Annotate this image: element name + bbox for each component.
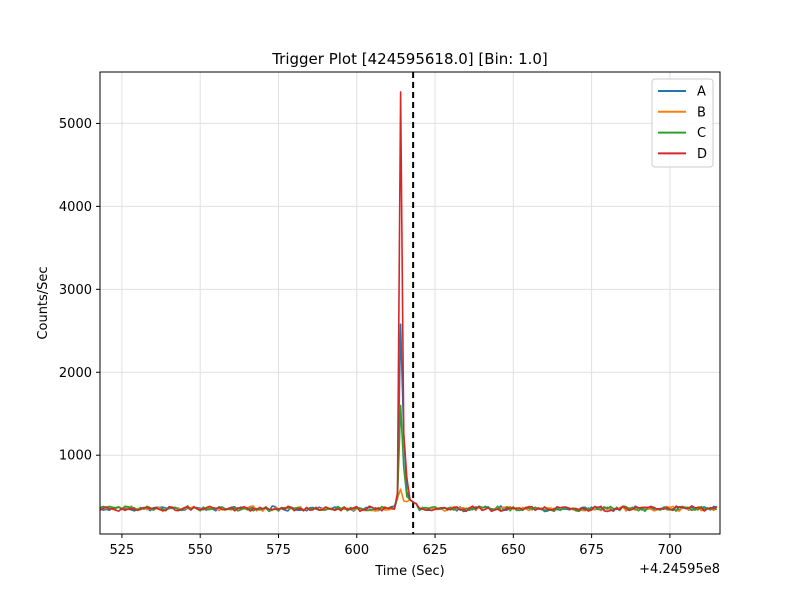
x-tick-label: 650 [501, 543, 526, 558]
series-line-d [99, 91, 718, 513]
x-axis-ticks: 525 550 575 600 625 650 675 700 [110, 534, 682, 558]
x-tick-label: 550 [188, 543, 213, 558]
x-axis-offset-label: +4.24595e8 [639, 562, 720, 577]
y-tick-label: 3000 [59, 283, 92, 298]
y-tick-label: 5000 [59, 117, 92, 132]
x-axis-label: Time (Sec) [374, 564, 445, 579]
legend-label-a: A [697, 85, 706, 100]
legend-label-b: B [697, 105, 706, 120]
legend-label-d: D [697, 147, 707, 162]
x-tick-label: 575 [266, 543, 291, 558]
y-tick-label: 4000 [59, 200, 92, 215]
x-tick-label: 600 [344, 543, 369, 558]
x-tick-label: 625 [423, 543, 448, 558]
y-tick-label: 1000 [59, 449, 92, 464]
x-tick-label: 700 [657, 543, 682, 558]
y-axis-label: Counts/Sec [36, 266, 51, 339]
legend-label-c: C [697, 126, 706, 141]
y-axis-ticks: 1000 2000 3000 4000 5000 [59, 117, 100, 464]
x-tick-label: 675 [579, 543, 604, 558]
y-tick-label: 2000 [59, 366, 92, 381]
series-line-c [99, 404, 718, 513]
series-group [99, 91, 718, 513]
chart-title: Trigger Plot [424595618.0] [Bin: 1.0] [271, 50, 548, 68]
x-tick-label: 525 [110, 543, 135, 558]
legend-box [651, 78, 714, 168]
plot-frame [99, 71, 721, 535]
